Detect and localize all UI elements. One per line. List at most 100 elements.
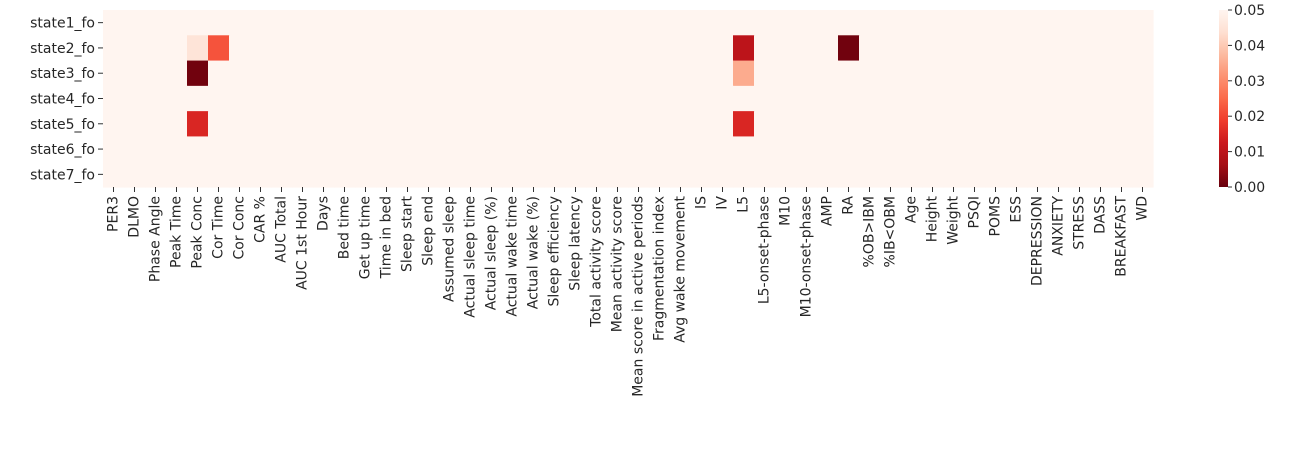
heatmap-cell <box>691 35 713 62</box>
heatmap-cell <box>355 85 377 112</box>
heatmap-cell <box>397 85 419 112</box>
heatmap-cell <box>187 85 209 112</box>
heatmap-cell <box>859 85 881 112</box>
x-tick-label: %OB>IBM <box>862 196 878 267</box>
heatmap-cell <box>229 161 251 188</box>
heatmap-cell <box>1048 35 1070 62</box>
x-tick-label: L5-onset-phase <box>757 196 773 304</box>
heatmap-cell <box>901 161 923 188</box>
x-tick-label: Fragmentation index <box>652 196 668 341</box>
x-tick-label: L5 <box>736 196 752 213</box>
heatmap-cell <box>481 85 503 112</box>
heatmap-cell <box>964 10 986 36</box>
heatmap-cell <box>187 111 209 138</box>
heatmap-cell <box>1048 60 1070 87</box>
heatmap-cell <box>376 85 398 112</box>
heatmap-cell <box>733 60 755 87</box>
heatmap-cell <box>1132 85 1154 112</box>
heatmap-cell <box>943 111 965 138</box>
heatmap-cell <box>796 136 818 163</box>
heatmap-cell <box>817 136 839 163</box>
heatmap-cell <box>565 60 587 87</box>
x-tick-label: WD <box>1135 196 1151 221</box>
heatmap-cell <box>523 111 545 138</box>
colorbar-tick-label: 0.04 <box>1234 38 1265 54</box>
heatmap-cell <box>481 60 503 87</box>
heatmap-cell <box>817 60 839 87</box>
heatmap-cell <box>796 35 818 62</box>
heatmap-cell <box>355 161 377 188</box>
heatmap-cell <box>292 111 314 138</box>
heatmap-cell <box>586 85 608 112</box>
heatmap-cell <box>103 85 125 112</box>
heatmap-cell <box>712 111 734 138</box>
x-tick-label: Weight <box>946 195 962 244</box>
heatmap-cell <box>796 85 818 112</box>
heatmap-cell <box>103 60 125 87</box>
heatmap-cell <box>544 10 566 36</box>
heatmap-cell <box>1090 111 1112 138</box>
heatmap-cell <box>1132 10 1154 36</box>
heatmap-cell <box>670 85 692 112</box>
heatmap-cell <box>1111 10 1133 36</box>
heatmap-cell <box>985 85 1007 112</box>
heatmap-cell <box>859 10 881 36</box>
y-tick-label: state1_fo <box>30 16 95 32</box>
heatmap-cell <box>838 136 860 163</box>
heatmap-cell <box>271 136 293 163</box>
heatmap-cell <box>838 85 860 112</box>
x-tick-label: BREAKFAST <box>1114 196 1130 277</box>
heatmap-cell <box>124 35 146 62</box>
heatmap-cell <box>502 60 524 87</box>
heatmap-cell <box>292 60 314 87</box>
x-tick-label: %IB<OBM <box>883 196 899 267</box>
heatmap-cell <box>502 35 524 62</box>
heatmap-cell <box>733 136 755 163</box>
heatmap-cell <box>544 136 566 163</box>
heatmap-cell <box>1111 161 1133 188</box>
heatmap-cell <box>1006 136 1028 163</box>
heatmap-cell <box>691 10 713 36</box>
heatmap-cell <box>124 111 146 138</box>
heatmap-cell <box>796 60 818 87</box>
heatmap-cell <box>1132 111 1154 138</box>
heatmap-cell <box>607 85 629 112</box>
heatmap-cell <box>481 35 503 62</box>
heatmap-cell <box>1132 60 1154 87</box>
heatmap-cell <box>334 111 356 138</box>
heatmap-cell <box>670 136 692 163</box>
heatmap-cell <box>943 161 965 188</box>
heatmap-cell <box>943 85 965 112</box>
heatmap-cell <box>985 60 1007 87</box>
heatmap-cell <box>670 10 692 36</box>
heatmap-cell <box>964 35 986 62</box>
heatmap-cell <box>439 10 461 36</box>
heatmap-cell <box>901 35 923 62</box>
heatmap-cell <box>313 60 335 87</box>
heatmap-cell <box>145 111 167 138</box>
x-tick-label: ESS <box>1009 196 1025 223</box>
heatmap-cell <box>460 136 482 163</box>
heatmap-cell <box>1048 161 1070 188</box>
heatmap-cell <box>922 111 944 138</box>
heatmap-cell <box>649 10 671 36</box>
x-tick-label: Bed time <box>337 196 353 259</box>
heatmap-cell <box>460 161 482 188</box>
heatmap-cell <box>313 35 335 62</box>
heatmap-cell <box>817 161 839 188</box>
x-tick-label: M10 <box>778 196 794 226</box>
heatmap-cell <box>712 10 734 36</box>
heatmap-cell <box>586 136 608 163</box>
heatmap-cell <box>355 60 377 87</box>
heatmap-cell <box>439 60 461 87</box>
x-tick-label: Sleep end <box>421 196 437 266</box>
heatmap-cell <box>334 161 356 188</box>
heatmap-cell <box>649 60 671 87</box>
y-tick-label: state3_fo <box>30 66 95 82</box>
x-tick-label: STRESS <box>1072 196 1088 250</box>
x-tick-label: AUC Total <box>274 196 290 263</box>
heatmap-cell <box>796 161 818 188</box>
heatmap-cell <box>439 111 461 138</box>
heatmap-cell <box>607 136 629 163</box>
heatmap-cell <box>670 60 692 87</box>
